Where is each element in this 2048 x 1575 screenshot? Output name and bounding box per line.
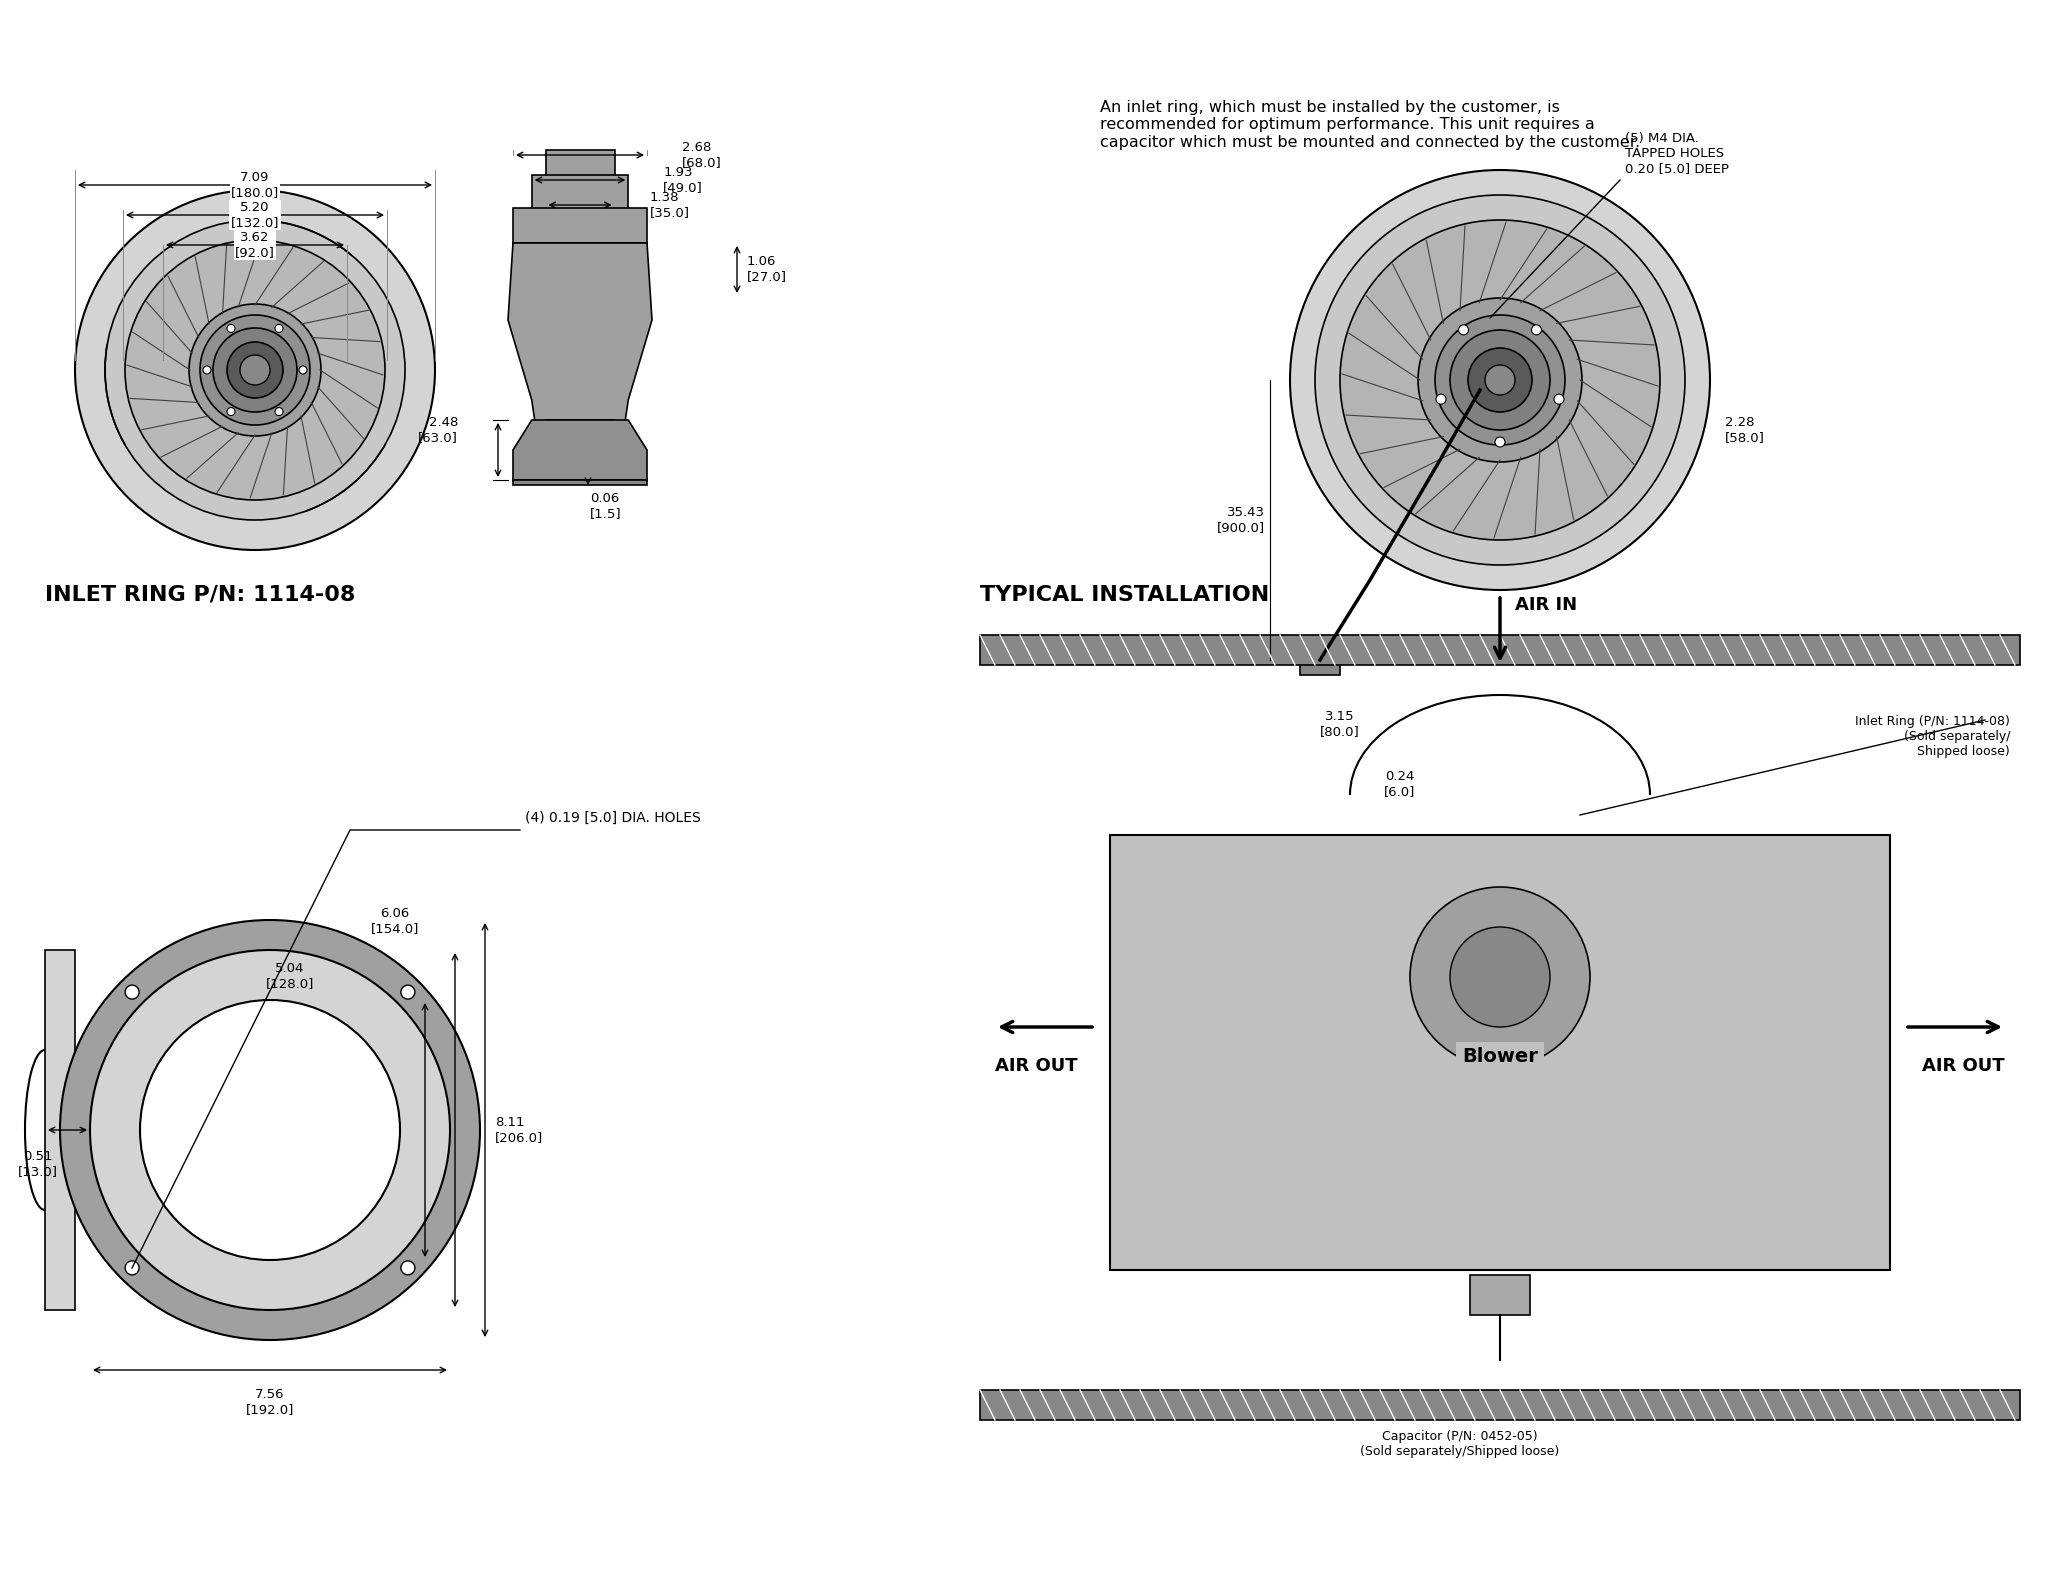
Bar (1110, 835, 1890, 1269)
Circle shape (125, 1262, 139, 1274)
Circle shape (104, 221, 406, 520)
Text: 7.09
[180.0]: 7.09 [180.0] (231, 172, 279, 198)
Circle shape (1436, 315, 1565, 446)
Circle shape (125, 984, 139, 999)
Circle shape (1315, 195, 1686, 565)
Bar (512, 480, 647, 485)
Text: TYPICAL INSTALLATION: TYPICAL INSTALLATION (981, 584, 1270, 605)
Text: 5.04
[128.0]: 5.04 [128.0] (266, 962, 313, 991)
Circle shape (1450, 331, 1550, 430)
Text: AIR OUT: AIR OUT (1923, 1057, 2005, 1076)
Circle shape (59, 920, 479, 1340)
Text: 1.38
[35.0]: 1.38 [35.0] (649, 191, 690, 219)
Text: 2.28
[58.0]: 2.28 [58.0] (1724, 416, 1765, 444)
Circle shape (213, 328, 297, 413)
Text: 5.20
[132.0]: 5.20 [132.0] (231, 202, 279, 228)
Circle shape (401, 984, 416, 999)
Bar (532, 175, 629, 216)
Bar (1300, 650, 1339, 676)
Text: 3.62
[92.0]: 3.62 [92.0] (236, 232, 274, 258)
Text: 2.68
[68.0]: 2.68 [68.0] (682, 142, 721, 169)
Text: AIR IN: AIR IN (1516, 595, 1577, 614)
Circle shape (299, 365, 307, 373)
Circle shape (90, 950, 451, 1310)
Text: 2.48
[63.0]: 2.48 [63.0] (418, 416, 459, 444)
Bar (545, 150, 614, 180)
Circle shape (203, 365, 211, 373)
Bar (1470, 1276, 1530, 1315)
Circle shape (188, 304, 322, 436)
Circle shape (1450, 928, 1550, 1027)
Circle shape (227, 342, 283, 398)
Text: AIR OUT: AIR OUT (995, 1057, 1077, 1076)
Circle shape (1339, 221, 1661, 540)
Text: 3.15
[80.0]: 3.15 [80.0] (1321, 710, 1360, 739)
Text: (4) 0.19 [5.0] DIA. HOLES: (4) 0.19 [5.0] DIA. HOLES (524, 811, 700, 825)
Circle shape (240, 354, 270, 384)
Text: 6.06
[154.0]: 6.06 [154.0] (371, 907, 420, 936)
Circle shape (274, 408, 283, 416)
Bar (45, 950, 76, 1310)
Circle shape (1495, 436, 1505, 447)
Text: (5) M4 DIA.
TAPPED HOLES
0.20 [5.0] DEEP: (5) M4 DIA. TAPPED HOLES 0.20 [5.0] DEEP (1624, 132, 1729, 175)
Text: 7.56
[192.0]: 7.56 [192.0] (246, 1388, 295, 1416)
Text: 8.11
[206.0]: 8.11 [206.0] (496, 1117, 543, 1143)
Circle shape (1532, 324, 1542, 335)
Circle shape (1436, 394, 1446, 405)
Circle shape (274, 324, 283, 332)
Polygon shape (508, 243, 651, 460)
Text: Blower: Blower (1462, 1047, 1538, 1066)
Text: 1.93
[49.0]: 1.93 [49.0] (664, 165, 702, 194)
Circle shape (1554, 394, 1565, 405)
Circle shape (1417, 298, 1581, 461)
Circle shape (1468, 348, 1532, 413)
Circle shape (1458, 324, 1468, 335)
Circle shape (401, 1262, 416, 1274)
Circle shape (1409, 887, 1589, 1066)
Text: 1.06
[27.0]: 1.06 [27.0] (748, 255, 786, 284)
Circle shape (76, 191, 434, 550)
Bar (512, 208, 647, 243)
Text: INLET RING P/N: 1114-08: INLET RING P/N: 1114-08 (45, 584, 356, 605)
Text: 0.51
[13.0]: 0.51 [13.0] (18, 1150, 57, 1178)
Circle shape (201, 315, 309, 425)
Circle shape (227, 324, 236, 332)
Circle shape (125, 239, 385, 499)
Circle shape (1290, 170, 1710, 591)
Polygon shape (512, 421, 647, 480)
Bar (981, 1391, 2019, 1421)
Circle shape (227, 408, 236, 416)
Bar (981, 635, 2019, 665)
Circle shape (139, 1000, 399, 1260)
Text: 0.06
[1.5]: 0.06 [1.5] (590, 491, 623, 520)
Text: 35.43
[900.0]: 35.43 [900.0] (1217, 506, 1266, 534)
Text: An inlet ring, which must be installed by the customer, is
recommended for optim: An inlet ring, which must be installed b… (1100, 99, 1640, 150)
Text: Capacitor (P/N: 0452-05)
(Sold separately/Shipped loose): Capacitor (P/N: 0452-05) (Sold separatel… (1360, 1430, 1561, 1458)
Circle shape (1485, 365, 1516, 395)
Text: 0.24
[6.0]: 0.24 [6.0] (1384, 770, 1415, 799)
Text: Inlet Ring (P/N: 1114-08)
(Sold separately/
Shipped loose): Inlet Ring (P/N: 1114-08) (Sold separate… (1855, 715, 2009, 758)
